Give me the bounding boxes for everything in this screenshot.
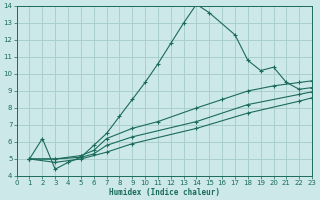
X-axis label: Humidex (Indice chaleur): Humidex (Indice chaleur) [109,188,220,197]
